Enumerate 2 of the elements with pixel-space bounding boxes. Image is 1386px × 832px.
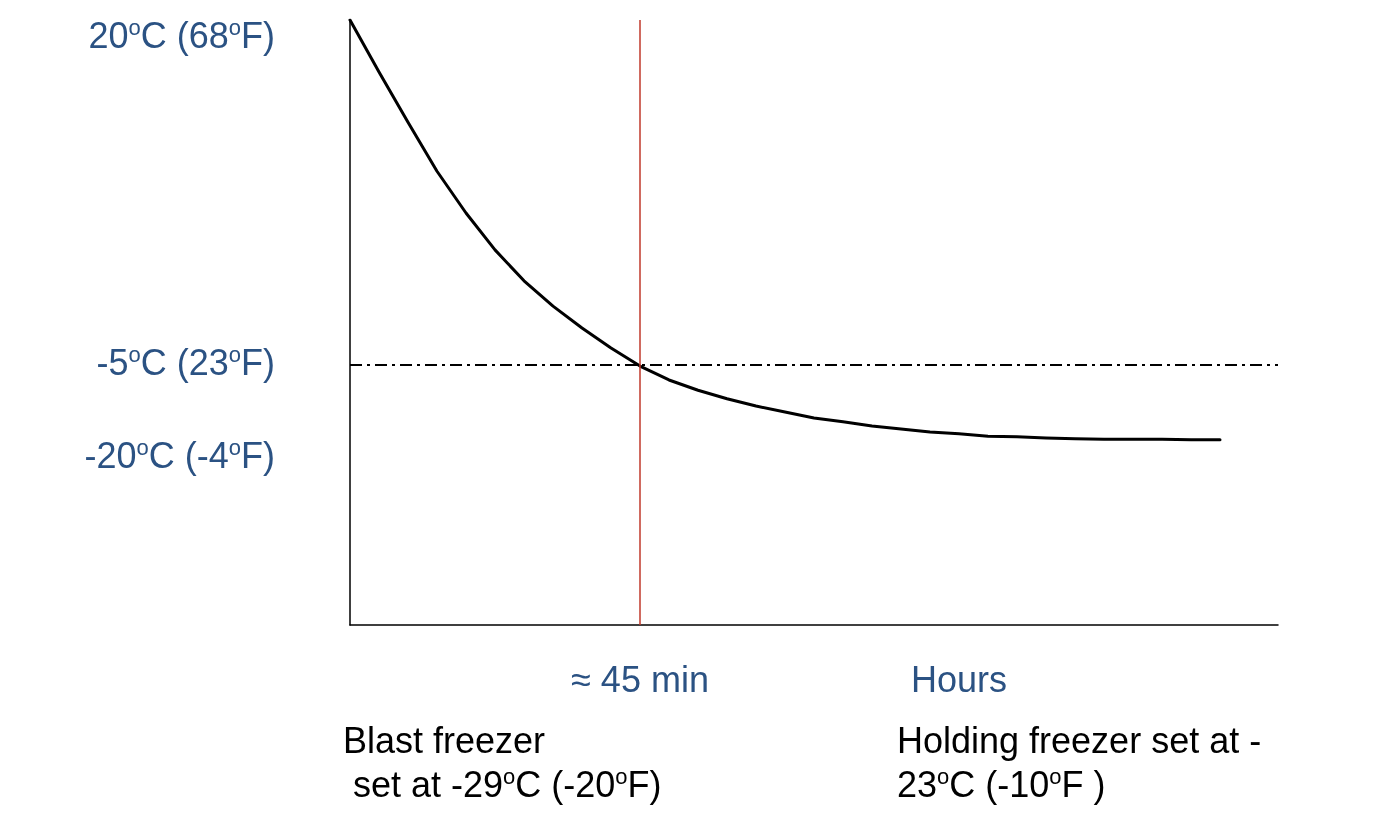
x-tick-label: ≈ 45 min [571,658,709,700]
x-tick-label: Hours [910,658,1008,700]
